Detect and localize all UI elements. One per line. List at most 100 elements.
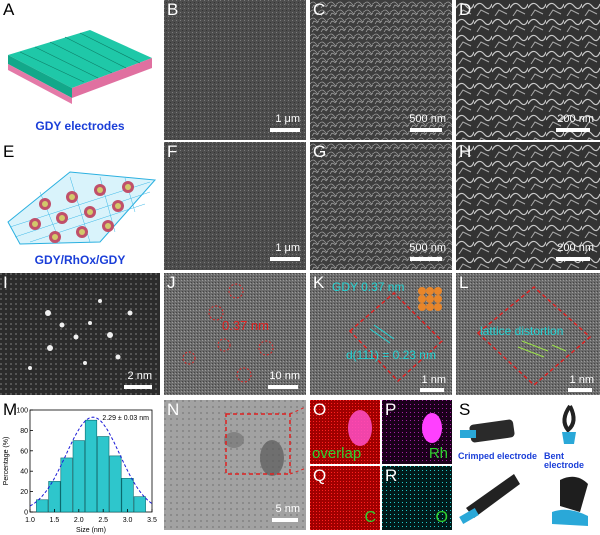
panel-letter: B <box>167 0 179 19</box>
scalebar <box>124 385 152 389</box>
overlap-map <box>310 400 380 464</box>
hrtem-zoom-image <box>310 273 452 395</box>
panel-letter: E <box>3 142 15 161</box>
panel-letter: C <box>313 0 326 19</box>
map-label: O <box>435 509 448 526</box>
scalebar-label: 200 nm <box>557 113 594 125</box>
panel-letter: P <box>385 400 397 419</box>
haadf-image <box>0 273 160 395</box>
panel-l: L lattice distortion 1 nm <box>456 273 600 395</box>
sem-texture <box>456 142 600 270</box>
panel-g: G 500 nm <box>310 142 452 270</box>
gdy-spacing-annotation: GDY 0.37 nm <box>332 280 405 294</box>
panel-letter: M <box>3 400 18 419</box>
electrode-photos <box>459 404 588 526</box>
scalebar-label: 500 nm <box>409 113 446 125</box>
sem-texture <box>310 0 452 140</box>
panel-letter: Q <box>313 466 327 485</box>
panel-letter: O <box>313 400 327 419</box>
histogram-bar <box>121 478 134 513</box>
c-map <box>310 466 380 530</box>
lattice-distortion-image <box>456 273 600 395</box>
x-tick-label: 3.0 <box>123 517 133 524</box>
panel-letter: I <box>3 273 8 292</box>
scalebar <box>410 257 442 261</box>
panel-letter: H <box>459 142 472 161</box>
panel-caption: GDY electrodes <box>35 119 125 133</box>
scalebar-label: 1 nm <box>421 374 446 386</box>
histogram-bar <box>36 499 49 513</box>
y-tick-label: 100 <box>16 408 28 415</box>
y-tick-label: 80 <box>20 428 28 435</box>
rh-spacing-annotation: d(111) = 0.23 nm <box>346 348 436 362</box>
panel-letter: J <box>167 273 176 292</box>
map-label: overlap <box>312 445 362 462</box>
scalebar-label: 1 μm <box>275 242 300 254</box>
x-tick-label: 1.5 <box>50 517 60 524</box>
panel-letter: S <box>459 400 471 419</box>
histogram-bar <box>109 455 122 513</box>
scalebar-label: 1 μm <box>275 113 300 125</box>
scalebar <box>420 388 444 392</box>
panel-i: I 2 nm <box>0 273 160 395</box>
y-tick-label: 0 <box>24 510 28 517</box>
map-label: Rh <box>428 445 448 462</box>
scalebar <box>270 257 300 261</box>
panel-letter: G <box>313 142 327 161</box>
scalebar <box>270 128 300 132</box>
histogram-bar <box>133 496 146 513</box>
scalebar-label: 10 nm <box>269 370 300 382</box>
panel-o: O overlap <box>310 400 380 464</box>
scalebar-label: 5 nm <box>275 503 300 515</box>
size-distribution-chart: 1.0 1.5 2.0 2.5 3.0 3.5 0 20 40 60 80 100 Size (nm) P… <box>3 408 157 535</box>
rh-map <box>382 400 452 464</box>
haadf-mapping-image <box>164 400 306 530</box>
panel-letter: A <box>3 0 15 19</box>
scalebar-label: 500 nm <box>409 242 446 254</box>
y-axis-label: Percentage (%) <box>3 437 10 486</box>
panel-q: Q C <box>310 466 380 530</box>
map-label: C <box>364 509 376 526</box>
hrtem-image <box>164 273 306 395</box>
x-tick-label: 2.5 <box>98 517 108 524</box>
panel-letter: R <box>385 466 398 485</box>
y-tick-label: 20 <box>20 489 28 496</box>
panel-c: C 500 nm <box>310 0 452 140</box>
panel-e: E GDY/RhOx/GDY <box>0 142 160 270</box>
photo-caption-bent: Bent electrode <box>544 451 585 470</box>
panel-letter: D <box>459 0 472 19</box>
x-tick-label: 3.5 <box>147 517 157 524</box>
scalebar-label: 2 nm <box>127 370 152 382</box>
scalebar <box>556 128 590 132</box>
scalebar-label: 1 nm <box>569 374 594 386</box>
sem-texture <box>164 142 306 270</box>
histogram-bar <box>48 481 61 513</box>
histogram-bar <box>84 419 98 513</box>
histogram-bar <box>60 457 73 513</box>
rhox-gdy-illustration <box>7 171 157 245</box>
scalebar <box>272 518 298 522</box>
sem-texture <box>310 142 452 270</box>
distortion-annotation: lattice distortion <box>480 324 564 338</box>
y-tick-label: 60 <box>20 448 28 455</box>
panel-d: D 200 nm <box>456 0 600 140</box>
panel-p: P Rh <box>382 400 452 464</box>
x-tick-label: 2.0 <box>74 517 84 524</box>
panel-f: F 1 μm <box>164 142 306 270</box>
panel-letter: N <box>167 400 180 419</box>
o-map <box>382 466 452 530</box>
panel-k: K GDY 0.37 nm d(111) = 0.23 nm 1 nm <box>310 273 452 395</box>
scalebar <box>556 257 590 261</box>
panel-caption: GDY/RhOx/GDY <box>34 253 126 267</box>
panel-h: H 200 nm <box>456 142 600 270</box>
panel-letter: L <box>459 273 469 292</box>
panel-a: A GDY electrodes <box>0 0 160 140</box>
panel-r: R O <box>382 466 452 530</box>
panel-b: B 1 μm <box>164 0 306 140</box>
histogram-bar <box>72 440 85 513</box>
mean-size-annotation: 2.29 ± 0.03 nm <box>102 415 149 422</box>
scalebar-label: 200 nm <box>557 242 594 254</box>
y-tick-label: 40 <box>20 469 28 476</box>
sem-texture <box>456 0 600 140</box>
gdy-electrode-illustration <box>8 30 152 104</box>
